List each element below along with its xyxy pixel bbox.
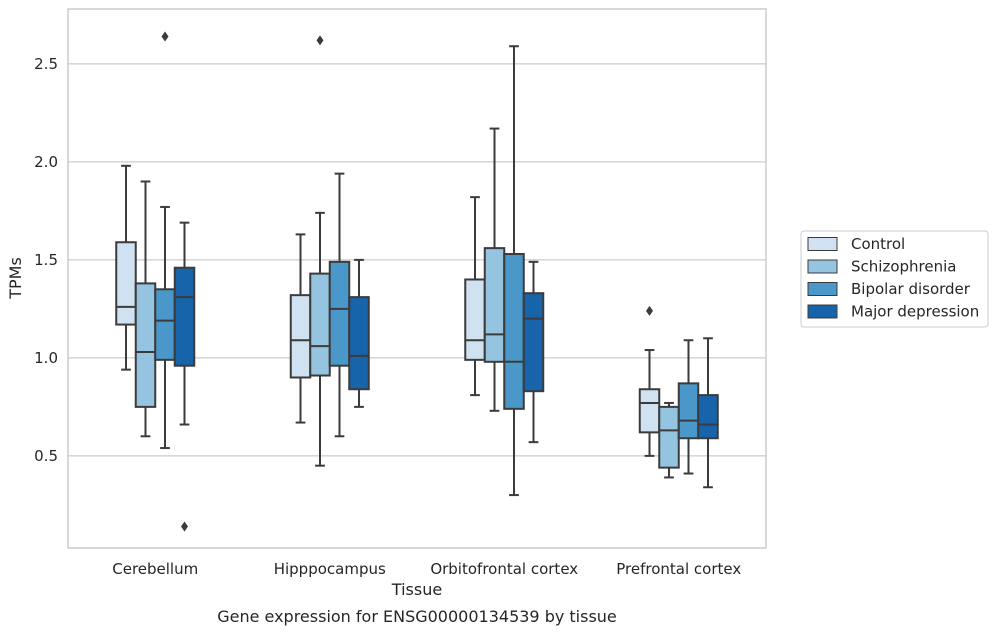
box-iqr: [638, 388, 661, 434]
y-tick-label: 0.5: [34, 447, 58, 465]
legend-swatch: [807, 304, 838, 319]
y-axis-title: TPMs: [6, 257, 25, 300]
y-tick-label: 1.5: [34, 251, 58, 269]
box-iqr: [309, 272, 331, 377]
box-0-3: [173, 221, 196, 532]
y-tick-labels: 0.5 1.0 1.5 2.0 2.5: [34, 55, 58, 465]
plot-frame: [67, 8, 767, 549]
box-iqr: [115, 241, 137, 326]
box-1-1: [309, 35, 331, 467]
box-iqr: [503, 253, 525, 410]
y-tick-label: 1.0: [34, 349, 58, 367]
box-2-2: [503, 45, 525, 497]
box-1-0: [289, 233, 312, 424]
box-iqr: [154, 288, 176, 361]
y-tick-label: 2.5: [34, 55, 58, 73]
legend-label: Bipolar disorder: [851, 280, 971, 298]
legend-label: Schizophrenia: [851, 258, 956, 276]
box-3-2: [677, 339, 700, 475]
legend-label: Major depression: [851, 303, 979, 321]
box-2-0: [464, 196, 486, 397]
box-iqr: [697, 394, 719, 440]
box-1-3: [348, 258, 370, 408]
box-iqr: [677, 382, 700, 440]
box-3-0: [638, 305, 661, 457]
box-2-3: [522, 260, 545, 444]
legend-swatch: [807, 237, 838, 251]
box-iqr: [348, 296, 370, 391]
x-tick-label: Prefrontal cortex: [616, 560, 741, 578]
x-axis-title: Tissue: [391, 580, 442, 599]
legend-label: Control: [851, 235, 905, 253]
box-iqr: [328, 260, 351, 367]
legend-frame: [800, 230, 989, 328]
box-layer: [115, 31, 719, 532]
x-tick-label: Orbitofrontal cortex: [430, 560, 578, 578]
y-tick-label: 2.0: [34, 153, 58, 171]
x-tick-label: Cerebellum: [112, 560, 198, 578]
legend-swatch: [807, 282, 838, 296]
box-2-1: [483, 127, 506, 412]
legend: Control Schizophrenia Bipolar disorder Majo…: [800, 230, 989, 328]
box-0-1: [134, 180, 157, 438]
outlier-point: [646, 305, 653, 316]
legend-swatch: [807, 259, 838, 274]
box-iqr: [658, 405, 680, 469]
x-tick-label: Hipppocampus: [274, 560, 386, 578]
box-iqr: [522, 292, 545, 393]
outlier-point: [181, 521, 188, 532]
box-3-1: [658, 401, 680, 479]
box-0-0: [115, 164, 137, 371]
box-iqr: [483, 247, 506, 363]
gridlines: [68, 63, 766, 457]
outlier-point: [161, 31, 169, 42]
box-3-3: [697, 337, 719, 489]
box-iqr: [173, 266, 196, 367]
outlier-point: [316, 35, 324, 46]
figure-caption: Gene expression for ENSG00000134539 by t…: [217, 607, 617, 626]
box-iqr: [134, 282, 157, 408]
box-0-2: [154, 31, 176, 450]
box-iqr: [289, 294, 312, 379]
box-iqr: [464, 278, 486, 361]
box-1-2: [328, 172, 351, 438]
x-tick-labels: Cerebellum Hipppocampus Orbitofrontal cort…: [112, 560, 741, 578]
